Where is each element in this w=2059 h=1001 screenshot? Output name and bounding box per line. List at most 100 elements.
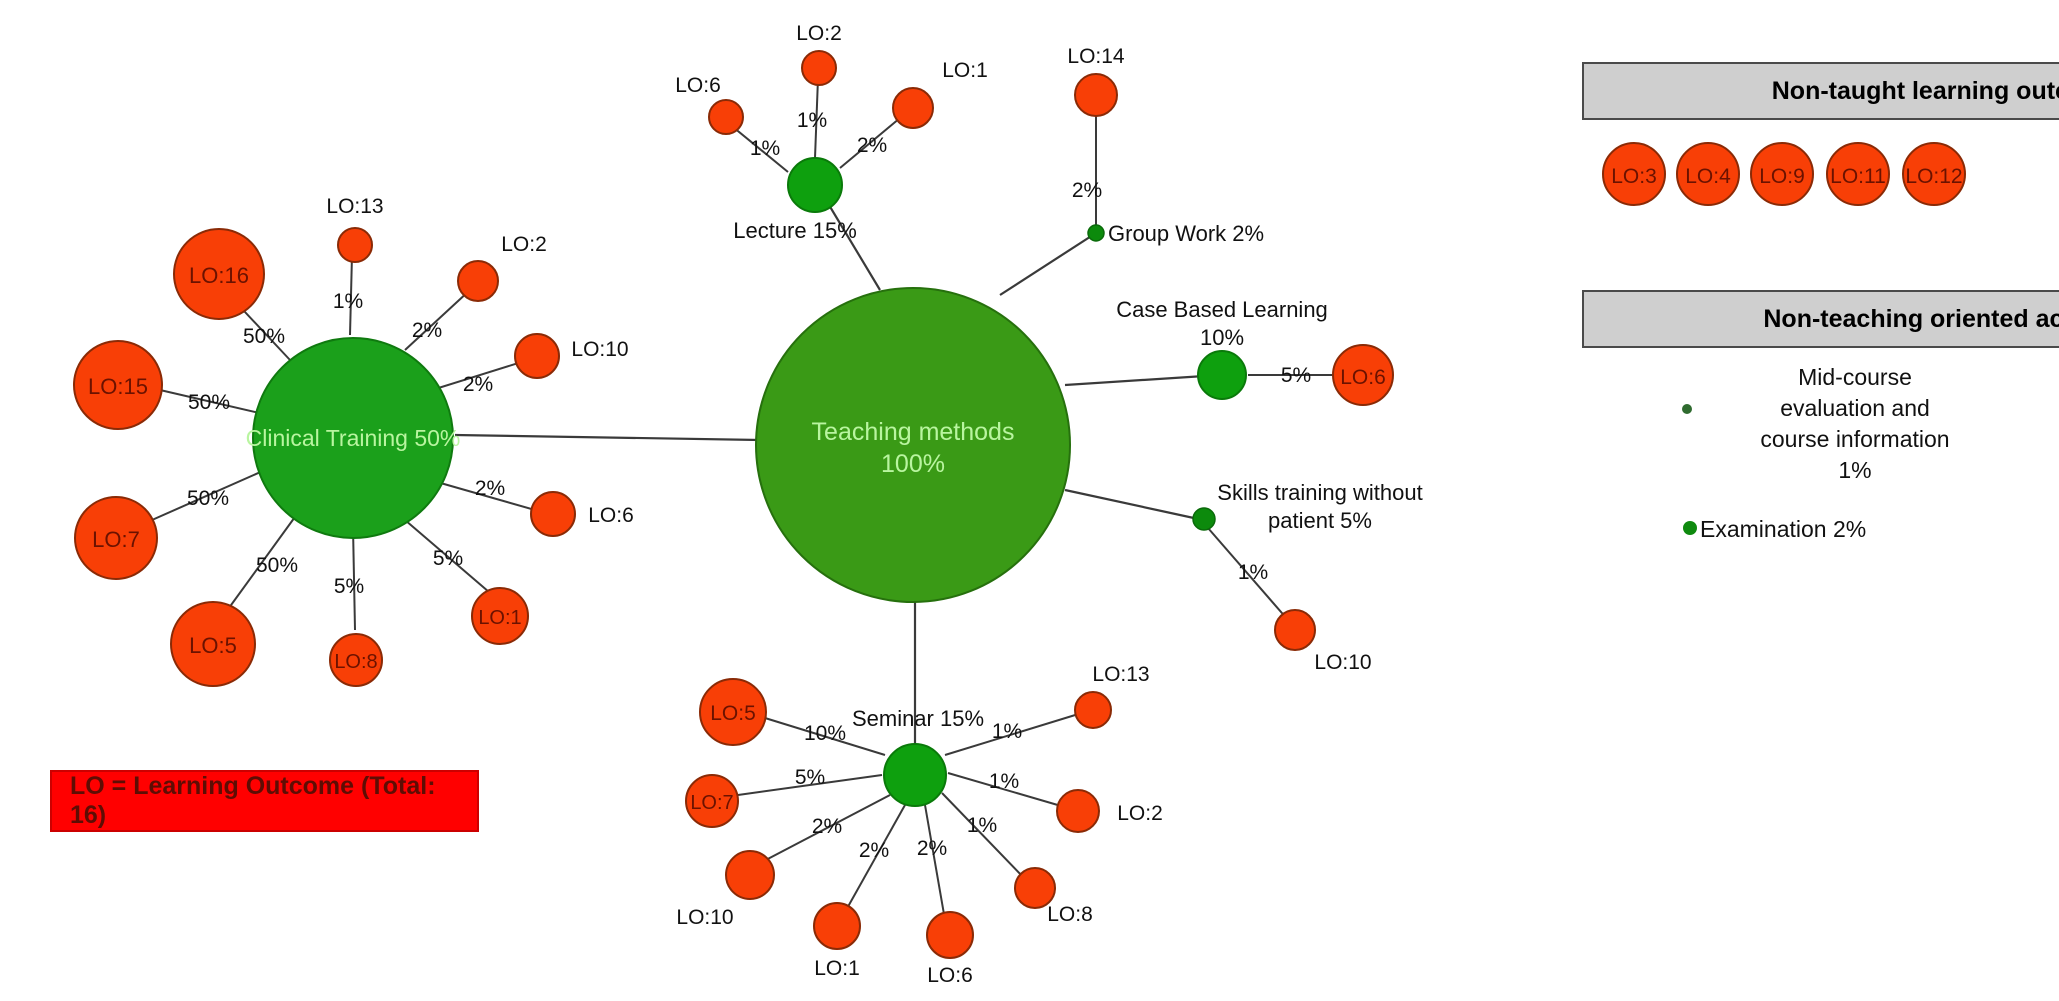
edge-label-cbl-lo6: 5% <box>1281 364 1311 387</box>
edge-label-seminar-lo5: 10% <box>804 722 846 745</box>
node-teaching-methods-label-line2: 100% <box>881 450 945 478</box>
lo-node-clinical-lo13-label: LO:13 <box>326 195 383 218</box>
edge-label-clinical-lo7: 50% <box>187 487 229 510</box>
legend-examination-dot-icon <box>1683 521 1697 535</box>
lo-node-seminar-lo8[interactable] <box>1014 867 1056 909</box>
legend-midcourse-line3: course information <box>1760 426 1950 453</box>
lo-node-clinical-lo16[interactable] <box>173 228 265 320</box>
lo-node-lecture-lo1[interactable] <box>892 87 934 129</box>
lo-node-clinical-lo6-label: LO:6 <box>588 504 634 527</box>
lo-node-clinical-lo5-label: LO:5 <box>189 633 237 658</box>
lo-node-clinical-lo16-label: LO:16 <box>189 263 249 288</box>
edge-label-clinical-lo5: 50% <box>256 554 298 577</box>
edge-seminar-lo10 <box>761 794 891 863</box>
lo-node-seminar-lo1[interactable] <box>813 902 861 950</box>
lo-node-groupwork-lo14[interactable] <box>1074 73 1118 117</box>
edge-label-clinical-lo6: 2% <box>475 477 505 500</box>
lo-node-clinical-lo7[interactable] <box>74 496 158 580</box>
legend-midcourse-item: Mid-course evaluation and course informa… <box>1700 362 2010 486</box>
lo-node-lecture-lo6-label: LO:6 <box>675 74 721 97</box>
lo-node-seminar-lo13[interactable] <box>1074 691 1112 729</box>
lo-node-lecture-lo2[interactable] <box>801 50 837 86</box>
lo-node-seminar-lo6-label: LO:6 <box>927 964 973 987</box>
node-case-based-learning[interactable] <box>1197 350 1247 400</box>
lo-node-clinical-lo6[interactable] <box>530 491 576 537</box>
legend-lo-node-lo3[interactable] <box>1602 142 1666 206</box>
edge-label-clinical-lo16: 50% <box>243 325 285 348</box>
node-teaching-methods[interactable] <box>755 287 1071 603</box>
lo-node-seminar-lo7-label: LO:7 <box>690 792 733 814</box>
node-seminar[interactable] <box>883 743 947 807</box>
node-lecture-label: Lecture 15% <box>733 218 857 243</box>
legend-midcourse-dot-icon <box>1682 404 1692 414</box>
edge-root-clinical <box>454 433 761 442</box>
lo-node-clinical-lo2[interactable] <box>457 260 499 302</box>
edge-label-groupwork-lo14: 2% <box>1072 179 1102 202</box>
node-teaching-methods-label-line1: Teaching methods <box>812 418 1015 446</box>
legend-lo-node-lo12[interactable] <box>1902 142 1966 206</box>
node-lecture[interactable] <box>787 157 843 213</box>
edge-label-clinical-lo10: 2% <box>463 373 493 396</box>
node-group-work-label: Group Work 2% <box>1108 221 1264 246</box>
edge-seminar-lo6 <box>924 804 946 921</box>
legend-lo-node-lo12-label: LO:12 <box>1905 165 1962 188</box>
node-skills-training[interactable] <box>1192 507 1216 531</box>
legend-lo-node-lo11[interactable] <box>1826 142 1890 206</box>
node-clinical-training-label: Clinical Training 50% <box>246 425 461 451</box>
node-group-work[interactable] <box>1087 224 1105 242</box>
edge-seminar-lo5 <box>764 717 886 756</box>
edge-clinical-lo6 <box>429 479 536 511</box>
edge-label-clinical-lo1: 5% <box>433 547 463 570</box>
lo-definition-note-text: LO = Learning Outcome (Total: 16) <box>70 772 436 829</box>
lo-node-clinical-lo8[interactable] <box>329 633 383 687</box>
edge-clinical-lo8 <box>352 526 356 631</box>
lo-node-seminar-lo7[interactable] <box>685 774 739 828</box>
edge-clinical-lo1 <box>404 519 497 599</box>
legend-lo-node-lo4[interactable] <box>1676 142 1740 206</box>
edge-lecture-lo1 <box>839 117 901 169</box>
edge-clinical-lo2 <box>404 289 471 351</box>
edge-root-cbl <box>1064 373 1221 387</box>
legend-nontaught-circles: LO:3 LO:4 LO:9 LO:11 LO:12 <box>1602 142 1966 206</box>
edge-clinical-lo7 <box>151 469 266 521</box>
node-skills-label-line1: Skills training without <box>1217 480 1422 505</box>
lo-node-seminar-lo10[interactable] <box>725 850 775 900</box>
lo-node-clinical-lo1[interactable] <box>471 587 529 645</box>
edge-label-seminar-lo2: 1% <box>989 770 1019 793</box>
legend-lo-node-lo4-label: LO:4 <box>1685 165 1731 188</box>
legend-lo-node-lo9[interactable] <box>1750 142 1814 206</box>
lo-node-seminar-lo13-label: LO:13 <box>1092 663 1149 686</box>
lecture-lo-nodes: LO:6 1% LO:2 1% LO:1 2% <box>675 22 988 160</box>
edge-skills-lo10 <box>1207 527 1289 621</box>
legend-nonteaching-header: Non-teaching oriented activities <box>1582 290 2059 348</box>
lo-node-seminar-lo5[interactable] <box>699 678 767 746</box>
lo-node-seminar-lo2-label: LO:2 <box>1117 802 1163 825</box>
edge-root-groupwork <box>999 232 1097 296</box>
lo-node-clinical-lo2-label: LO:2 <box>501 233 547 256</box>
lo-node-clinical-lo5[interactable] <box>170 601 256 687</box>
lo-node-cbl-lo6[interactable] <box>1332 344 1394 406</box>
lo-node-clinical-lo15[interactable] <box>73 340 163 430</box>
edge-label-seminar-lo8: 1% <box>967 814 997 837</box>
edges-group <box>151 77 1332 921</box>
lo-node-lecture-lo6[interactable] <box>708 99 744 135</box>
edge-clinical-lo15 <box>159 389 269 416</box>
lo-node-skills-lo10[interactable] <box>1274 609 1316 651</box>
node-clinical-training[interactable] <box>252 337 454 539</box>
lo-node-seminar-lo6[interactable] <box>926 911 974 959</box>
lo-node-seminar-lo5-label: LO:5 <box>710 702 756 725</box>
edge-label-skills-lo10: 1% <box>1238 561 1268 584</box>
edge-lecture-lo2 <box>814 77 819 159</box>
lo-node-clinical-lo10[interactable] <box>514 333 560 379</box>
node-seminar-label: Seminar 15% <box>852 706 984 731</box>
edge-label-clinical-lo15: 50% <box>188 391 230 414</box>
legend-nonteaching-title: Non-teaching oriented activities <box>1763 304 2059 333</box>
legend-lo-node-lo11-label: LO:11 <box>1830 165 1886 188</box>
lo-node-seminar-lo2[interactable] <box>1056 789 1100 833</box>
lo-node-clinical-lo13[interactable] <box>337 227 373 263</box>
lo-definition-note: LO = Learning Outcome (Total: 16) <box>50 770 479 832</box>
edge-seminar-lo13 <box>944 711 1086 756</box>
edge-label-clinical-lo2: 2% <box>412 319 442 342</box>
